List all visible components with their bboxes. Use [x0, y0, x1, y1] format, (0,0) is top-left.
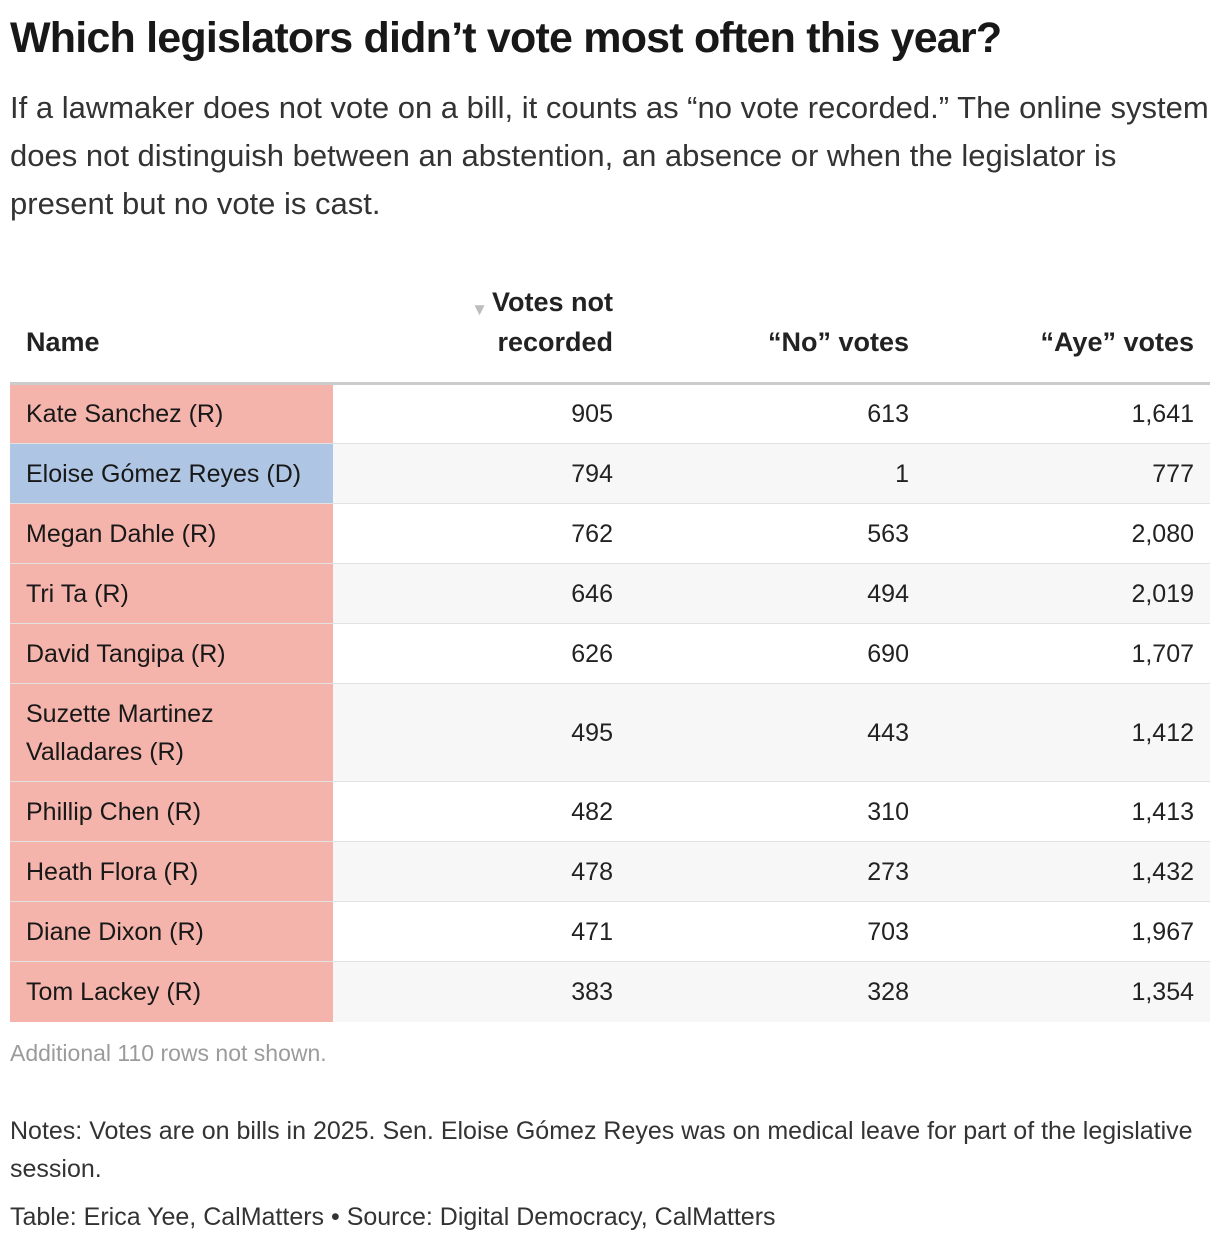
- cell-aye-votes: 777: [925, 443, 1210, 504]
- table-header: Name ▼ Votes not recorded “No” votes “Aye”…: [10, 282, 1210, 385]
- table-row: Tom Lackey (R) 383 328 1,354: [10, 961, 1210, 1022]
- notes: Notes: Votes are on bills in 2025. Sen. …: [10, 1117, 1193, 1183]
- sort-descending-icon: ▼: [471, 300, 488, 319]
- column-header-no-votes[interactable]: “No” votes: [629, 282, 925, 385]
- cell-name: Suzette Martinez Valladares (R): [10, 683, 333, 782]
- table-row: David Tangipa (R) 626 690 1,707: [10, 623, 1210, 684]
- cell-name: Megan Dahle (R): [10, 503, 333, 564]
- table-row: Heath Flora (R) 478 273 1,432: [10, 841, 1210, 902]
- column-header-votes-not-recorded[interactable]: ▼ Votes not recorded: [333, 282, 629, 385]
- cell-name: Diane Dixon (R): [10, 901, 333, 962]
- table-row: Megan Dahle (R) 762 563 2,080: [10, 503, 1210, 564]
- cell-no-votes: 494: [629, 563, 925, 624]
- cell-no-votes: 328: [629, 961, 925, 1022]
- cell-no-votes: 273: [629, 841, 925, 902]
- column-header-votes-not-recorded-line2: recorded: [497, 327, 613, 357]
- table-row: Phillip Chen (R) 482 310 1,413: [10, 781, 1210, 842]
- cell-votes-not-recorded: 495: [333, 683, 629, 782]
- cell-aye-votes: 1,967: [925, 901, 1210, 962]
- cell-votes-not-recorded: 646: [333, 563, 629, 624]
- cell-aye-votes: 1,641: [925, 383, 1210, 444]
- cell-votes-not-recorded: 482: [333, 781, 629, 842]
- cell-name: Eloise Gómez Reyes (D): [10, 443, 333, 504]
- cell-no-votes: 690: [629, 623, 925, 684]
- table-row: Eloise Gómez Reyes (D) 794 1 777: [10, 443, 1210, 504]
- cell-aye-votes: 1,412: [925, 683, 1210, 782]
- table-row: Diane Dixon (R) 471 703 1,967: [10, 901, 1210, 962]
- column-header-aye-votes-label: “Aye” votes: [1040, 327, 1194, 357]
- chart-title: Which legislators didn’t vote most often…: [10, 14, 1002, 62]
- column-header-votes-not-recorded-line1: Votes not: [492, 287, 613, 317]
- table-row: Suzette Martinez Valladares (R) 495 443 1,4…: [10, 683, 1210, 782]
- cell-votes-not-recorded: 626: [333, 623, 629, 684]
- cell-votes-not-recorded: 794: [333, 443, 629, 504]
- cell-aye-votes: 2,080: [925, 503, 1210, 564]
- cell-aye-votes: 1,413: [925, 781, 1210, 842]
- cell-votes-not-recorded: 383: [333, 961, 629, 1022]
- cell-no-votes: 1: [629, 443, 925, 504]
- cell-votes-not-recorded: 478: [333, 841, 629, 902]
- chart-subtitle: If a lawmaker does not vote on a bill, i…: [10, 90, 1209, 221]
- column-header-aye-votes[interactable]: “Aye” votes: [925, 282, 1210, 385]
- column-header-name-label: Name: [26, 327, 100, 357]
- column-header-no-votes-label: “No” votes: [767, 327, 909, 357]
- cell-no-votes: 310: [629, 781, 925, 842]
- cell-no-votes: 613: [629, 383, 925, 444]
- table-row: Tri Ta (R) 646 494 2,019: [10, 563, 1210, 624]
- cell-name: Tri Ta (R): [10, 563, 333, 624]
- cell-aye-votes: 1,354: [925, 961, 1210, 1022]
- source-credit: Table: Erica Yee, CalMatters • Source: D…: [10, 1203, 776, 1231]
- table-body: Kate Sanchez (R) 905 613 1,641 Eloise Gómez …: [10, 383, 1210, 1022]
- column-header-name[interactable]: Name: [10, 282, 333, 385]
- cell-name: Heath Flora (R): [10, 841, 333, 902]
- cell-aye-votes: 2,019: [925, 563, 1210, 624]
- additional-rows-note: Additional 110 rows not shown.: [10, 1040, 327, 1066]
- cell-votes-not-recorded: 471: [333, 901, 629, 962]
- cell-votes-not-recorded: 762: [333, 503, 629, 564]
- cell-name: Kate Sanchez (R): [10, 383, 333, 444]
- cell-no-votes: 703: [629, 901, 925, 962]
- cell-votes-not-recorded: 905: [333, 383, 629, 444]
- cell-no-votes: 443: [629, 683, 925, 782]
- cell-aye-votes: 1,707: [925, 623, 1210, 684]
- cell-aye-votes: 1,432: [925, 841, 1210, 902]
- cell-no-votes: 563: [629, 503, 925, 564]
- cell-name: Phillip Chen (R): [10, 781, 333, 842]
- cell-name: David Tangipa (R): [10, 623, 333, 684]
- cell-name: Tom Lackey (R): [10, 961, 333, 1022]
- table-row: Kate Sanchez (R) 905 613 1,641: [10, 383, 1210, 444]
- data-table: Name ▼ Votes not recorded “No” votes “Aye”…: [10, 282, 1210, 1022]
